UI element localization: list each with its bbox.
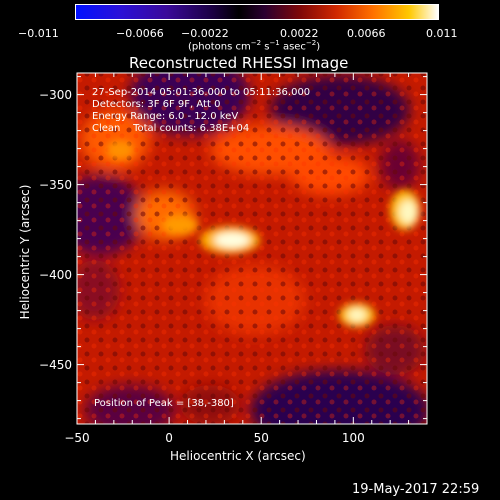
colorbar-tick-5: 0.0066 <box>347 27 386 40</box>
y-tick-label: −350 <box>39 177 72 192</box>
x-tick-label: 50 <box>253 431 269 445</box>
y-axis-label: Heliocentric Y (arcsec) <box>18 184 32 320</box>
x-ticks <box>76 73 428 424</box>
y-tick-label: −300 <box>39 87 72 102</box>
colorbar-tick-2: −0.0066 <box>116 27 164 40</box>
x-tick-label: −50 <box>64 431 90 445</box>
unit-exp: −2 <box>305 39 317 47</box>
unit-part: asec <box>279 41 306 53</box>
colorbar-tick-1: −0.011 <box>18 27 59 40</box>
colorbar-tick-4: 0.0022 <box>280 27 319 40</box>
info-line-2: Detectors: 3F 6F 9F, Att 0 <box>92 99 221 110</box>
plot-frame <box>76 72 428 425</box>
peak-position: Position of Peak = [38,-380] <box>94 398 234 409</box>
rhessi-image <box>77 73 427 424</box>
y-tick-label: −400 <box>39 267 72 282</box>
info-line-3: Energy Range: 6.0 - 12.0 keV <box>92 111 239 122</box>
y-ticks <box>77 76 427 420</box>
colorbar <box>75 4 439 20</box>
unit-part: ) <box>316 41 321 53</box>
y-tick-label: −450 <box>39 357 72 372</box>
colorbar-unit: (photons cm−2 s−1 asec−2) <box>188 39 320 52</box>
info-line-4: Clean Total counts: 6.38E+04 <box>92 123 250 134</box>
colorbar-tick-6: 0.011 <box>426 27 458 40</box>
unit-part: s <box>261 41 270 53</box>
plot-title: Reconstructed RHESSI Image <box>129 54 349 72</box>
x-tick-label: 100 <box>341 431 365 445</box>
unit-exp: −1 <box>269 39 280 47</box>
x-axis-label: Heliocentric X (arcsec) <box>170 449 306 463</box>
unit-exp: −2 <box>250 39 262 47</box>
x-tick-label: 0 <box>165 431 173 445</box>
footer-date: 19-May-2017 22:59 <box>352 482 480 497</box>
unit-part: (photons cm <box>188 41 251 53</box>
colorbar-tick-3: −0.0022 <box>181 27 229 40</box>
info-line-1: 27-Sep-2014 05:01:36.000 to 05:11:36.000 <box>92 87 311 98</box>
